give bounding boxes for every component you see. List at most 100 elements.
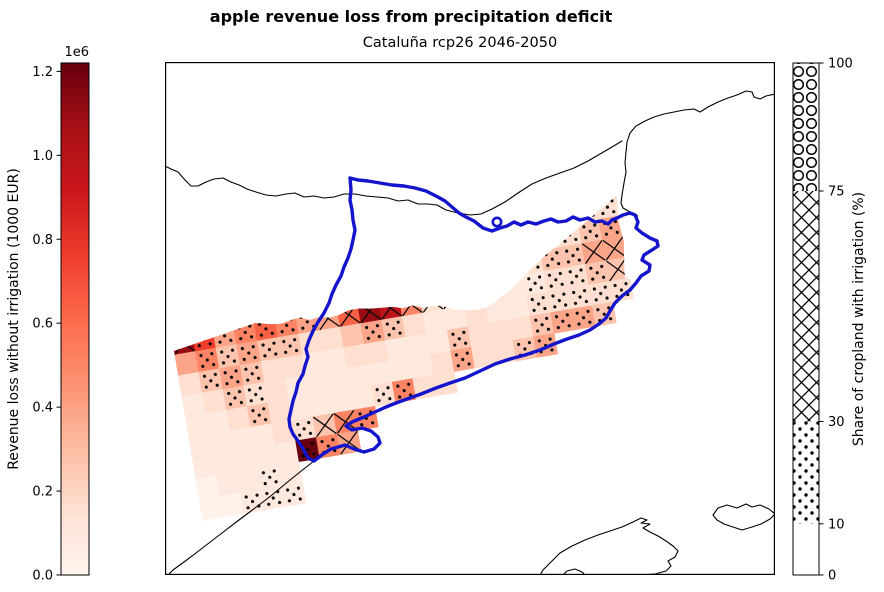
dots-hatch: [356, 274, 360, 278]
dots-hatch: [249, 335, 254, 339]
dots-hatch: [589, 139, 593, 143]
dots-hatch: [233, 396, 237, 400]
dots-hatch: [381, 392, 386, 396]
dots-hatch: [494, 272, 499, 276]
dots-hatch: [565, 249, 569, 253]
raster-cell: [236, 212, 261, 238]
raster-cell: [350, 385, 376, 411]
raster-cell: [284, 247, 310, 273]
colorbar-tick-label: 100: [828, 57, 853, 72]
raster-cell: [432, 243, 458, 269]
dots-hatch: [232, 359, 236, 363]
dots-hatch: [239, 400, 243, 405]
dots-hatch: [502, 259, 507, 264]
dots-hatch: [213, 372, 217, 377]
dots-hatch: [513, 258, 518, 262]
raster-cell: [205, 409, 231, 435]
raster-cell: [481, 277, 507, 303]
cross-hatch: [209, 303, 233, 328]
raster-cell: [246, 275, 272, 300]
dots-hatch: [268, 475, 272, 479]
raster-cell: [180, 264, 206, 290]
dots-hatch: [597, 191, 602, 195]
dots-hatch: [197, 344, 201, 348]
dots-hatch: [277, 500, 282, 505]
raster-cell: [419, 288, 444, 314]
dots-hatch: [568, 206, 573, 210]
axes-frame: [165, 62, 775, 575]
raster-cell: [388, 357, 414, 383]
raster-cell: [363, 212, 389, 238]
colorbar-tick-label: 10: [828, 517, 845, 532]
dots-hatch: [613, 283, 617, 288]
raster-cell: [308, 392, 334, 418]
dots-hatch: [492, 288, 496, 292]
dots-hatch: [537, 339, 541, 343]
dots-hatch: [579, 268, 583, 272]
dots-hatch: [298, 278, 302, 283]
raster-cell: [426, 329, 451, 355]
dots-hatch: [615, 294, 619, 298]
dots-hatch: [258, 322, 262, 326]
dots-hatch: [375, 388, 379, 392]
left-colorbar: 1e6 Revenue loss without irrigation (100…: [6, 45, 90, 584]
dots-hatch: [595, 271, 599, 275]
dots-hatch: [622, 144, 626, 148]
dots-hatch: [296, 422, 300, 426]
cross-hatch: [247, 275, 271, 300]
dots-hatch: [570, 281, 574, 285]
dots-hatch: [578, 204, 582, 208]
dots-hatch: [222, 334, 227, 338]
dots-hatch: [305, 283, 309, 287]
dots-hatch: [258, 386, 262, 390]
dots-hatch: [536, 265, 540, 269]
dots-hatch: [239, 337, 243, 341]
dots-hatch: [577, 322, 581, 326]
raster-cell: [429, 222, 455, 248]
raster-cell: [443, 189, 468, 203]
dots-hatch: [260, 397, 264, 401]
dots-hatch: [515, 269, 519, 273]
raster-cell: [212, 451, 238, 476]
dots-hatch: [206, 331, 210, 335]
dots-hatch: [302, 427, 306, 431]
dots-hatch: [451, 332, 455, 336]
dots-hatch: [228, 402, 233, 406]
dots-hatch: [201, 364, 205, 368]
dots-hatch: [278, 319, 282, 323]
raster-cell: [274, 440, 300, 466]
irrigation-colorbar-frame: [792, 62, 820, 576]
dots-hatch: [547, 273, 552, 277]
cross-hatch: [395, 271, 420, 296]
dots-hatch: [596, 180, 600, 184]
dots-hatch: [286, 488, 290, 492]
dots-hatch: [525, 267, 529, 271]
dots-hatch: [310, 313, 314, 318]
raster-cell: [443, 305, 469, 331]
raster-cell: [401, 312, 427, 338]
dots-hatch: [498, 293, 502, 297]
raster-cell: [460, 154, 485, 179]
cross-hatch: [205, 282, 230, 307]
dots-hatch: [313, 270, 317, 275]
dots-hatch: [240, 346, 244, 351]
dots-hatch: [581, 279, 585, 283]
raster-cell: [529, 189, 555, 210]
dots-hatch: [263, 482, 267, 486]
raster-cell: [256, 209, 282, 235]
raster-cell: [305, 243, 330, 269]
dots-hatch: [246, 506, 250, 510]
dots-hatch: [539, 286, 544, 290]
dots-hatch: [301, 454, 305, 458]
dots-hatch: [545, 316, 549, 320]
dots-hatch: [358, 412, 362, 416]
colorbar-tick-label: 0.0: [32, 569, 53, 584]
dots-hatch: [605, 205, 610, 209]
raster-cell: [167, 309, 193, 335]
dots-hatch: [251, 345, 255, 349]
dots-hatch: [608, 189, 612, 193]
raster-cell: [463, 189, 489, 200]
raster-cell: [419, 161, 444, 186]
mallorca-coastline: [539, 517, 679, 575]
dots-hatch: [226, 354, 230, 359]
